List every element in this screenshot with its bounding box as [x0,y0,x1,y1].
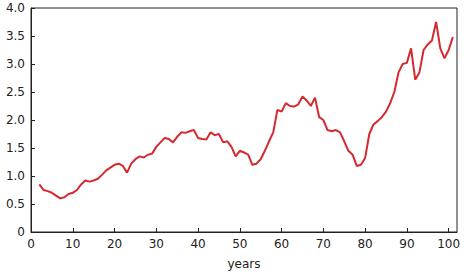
svg-text:2.5: 2.5 [6,85,25,99]
svg-text:90: 90 [399,237,414,251]
svg-text:50: 50 [232,237,247,251]
svg-text:100: 100 [437,237,460,251]
svg-text:2.0: 2.0 [6,113,25,127]
svg-text:70: 70 [316,237,331,251]
svg-text:years: years [227,257,260,271]
svg-text:80: 80 [357,237,372,251]
svg-text:40: 40 [190,237,205,251]
svg-text:0: 0 [27,237,35,251]
svg-text:3.0: 3.0 [6,57,25,71]
svg-text:3.5: 3.5 [6,29,25,43]
svg-text:4.0: 4.0 [6,1,25,15]
svg-text:20: 20 [107,237,122,251]
svg-text:60: 60 [274,237,289,251]
svg-text:30: 30 [149,237,164,251]
svg-text:0.5: 0.5 [6,197,25,211]
svg-text:1.0: 1.0 [6,169,25,183]
svg-text:1.5: 1.5 [6,141,25,155]
svg-text:10: 10 [65,237,80,251]
svg-text:0: 0 [17,225,25,239]
